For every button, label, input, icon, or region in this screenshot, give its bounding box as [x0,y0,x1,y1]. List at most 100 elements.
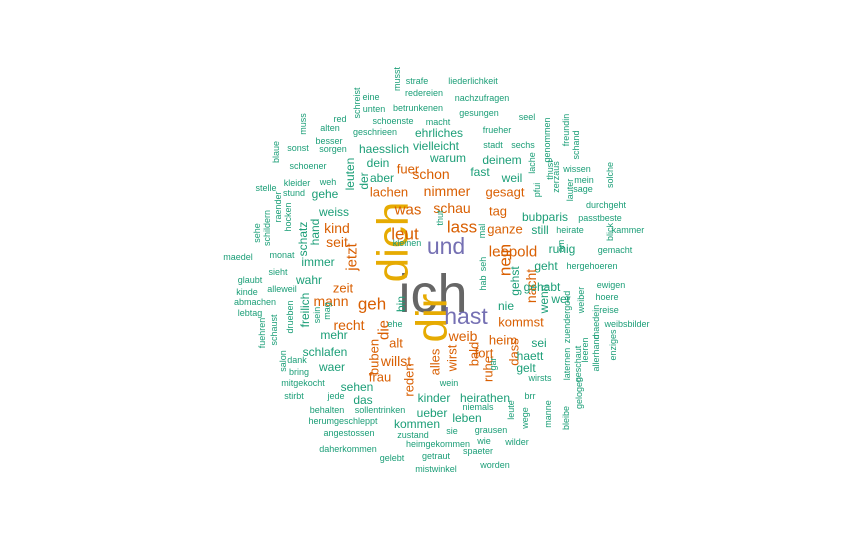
word-tag: tag [489,204,507,219]
word-monat: monat [269,250,295,260]
word-gelt: gelt [516,361,536,375]
word-kinde: kinde [236,287,258,297]
word-gelebt: gelebt [380,453,405,463]
word-betrunkenen: betrunkenen [393,103,443,113]
word-raender: raender [273,191,283,222]
word-sollentrinken: sollentrinken [355,405,406,415]
word-ehrliches: ehrliches [415,126,463,140]
word-stadt: stadt [483,140,503,150]
word-stirbt: stirbt [284,391,304,401]
word-recht: recht [333,317,364,333]
word-genommen: genommen [542,117,552,162]
word-abmachen: abmachen [234,297,276,307]
word-unten: unten [363,104,386,114]
word-gehe: gehe [312,187,339,201]
word-kleinen: kleinen [393,238,422,248]
word-ruhe: ruhe [481,356,496,382]
word-bubparis: bubparis [522,210,568,224]
word-ewigen: ewigen [597,280,626,290]
word-hoere: hoere [595,292,618,302]
word-freundin: freundin [561,114,571,147]
word-weiss: weiss [318,205,349,219]
word-wer: wer [550,292,570,306]
word-leopold: leopold [489,244,537,261]
word-kommst: kommst [498,315,544,330]
word-hab: hab [478,275,488,290]
word-bleibe: bleibe [561,406,571,430]
word-schaust: schaust [269,314,279,346]
word-liederlichkeit: liederlichkeit [448,76,498,86]
word-still: still [531,223,548,237]
word-heimgekommen: heimgekommen [406,439,470,449]
word-aber: aber [370,171,394,185]
word-und: und [427,233,465,259]
word-wie: wie [476,436,491,446]
word-leuten: leuten [343,158,357,191]
word-behalten: behalten [310,405,345,415]
word-pfui: pfui [532,183,542,198]
word-schoenste: schoenste [372,116,413,126]
word-wirst: wirst [445,344,460,372]
word-gehabt: gehabt [524,280,561,294]
word-sechs: sechs [511,140,535,150]
word-ehe: ehe [387,319,402,329]
word-weh: weh [319,177,337,187]
word-schau: schau [433,200,470,216]
word-sieht: sieht [268,267,288,277]
word-wege: wege [520,407,530,430]
word-enziges: enziges [608,329,618,361]
word-mal: mal [477,224,487,239]
word-sei: sei [531,336,546,350]
word-blick: blick [605,223,615,242]
word-thut: thut [435,210,445,226]
word-jetzt: jetzt [344,242,361,271]
word-brr: brr [525,391,536,401]
word-schildern: schildern [262,210,272,246]
word-hast: hast [444,303,488,329]
word-kind: kind [324,220,350,236]
word-fuer: fuer [397,162,420,177]
word-frau: frau [369,370,391,385]
word-ruhig: ruhig [549,242,576,256]
word-angestossen: angestossen [323,428,374,438]
word-eine: eine [362,92,379,102]
word-weil: weil [501,171,523,185]
word-warum: warum [429,151,466,165]
word-seh: seh [478,257,488,272]
word-zeit: zeit [333,281,354,296]
word-schatz: schatz [296,222,310,257]
word-seel: seel [519,112,536,122]
word-lebtag: lebtag [238,308,263,318]
word-alten: alten [320,123,340,133]
word-bald: bald [467,342,482,367]
word-deinem: deinem [482,153,521,167]
word-dass: dass [507,338,522,366]
word-bin: bin [394,296,408,312]
word-schon: schon [412,166,449,182]
word-red: red [333,114,346,124]
word-daherkommen: daherkommen [319,444,377,454]
word-dein: dein [367,156,390,170]
word-musst: musst [392,67,402,92]
word-mann: mann [313,293,348,309]
word-wirsts: wirsts [528,373,552,383]
word-worden: worden [479,460,510,470]
word-laternen: laternen [562,348,572,381]
word-das: das [353,393,372,407]
word-leeren: leeren [580,337,590,362]
word-reise: reise [599,305,619,315]
word-kommen: kommen [394,417,440,431]
word-sorgen: sorgen [319,144,347,154]
word-weibsbilder: weibsbilder [603,319,649,329]
word-sehe: sehe [252,223,262,243]
word-gesungen: gesungen [459,108,499,118]
word-besser: besser [315,136,342,146]
word-schand: schand [571,130,581,159]
word-weiber: weiber [576,287,586,315]
word-manne: manne [543,400,553,428]
word-nein: nein [496,244,515,276]
word-spaeter: spaeter [463,446,493,456]
word-wein: wein [439,378,459,388]
word-wahr: wahr [295,273,322,287]
